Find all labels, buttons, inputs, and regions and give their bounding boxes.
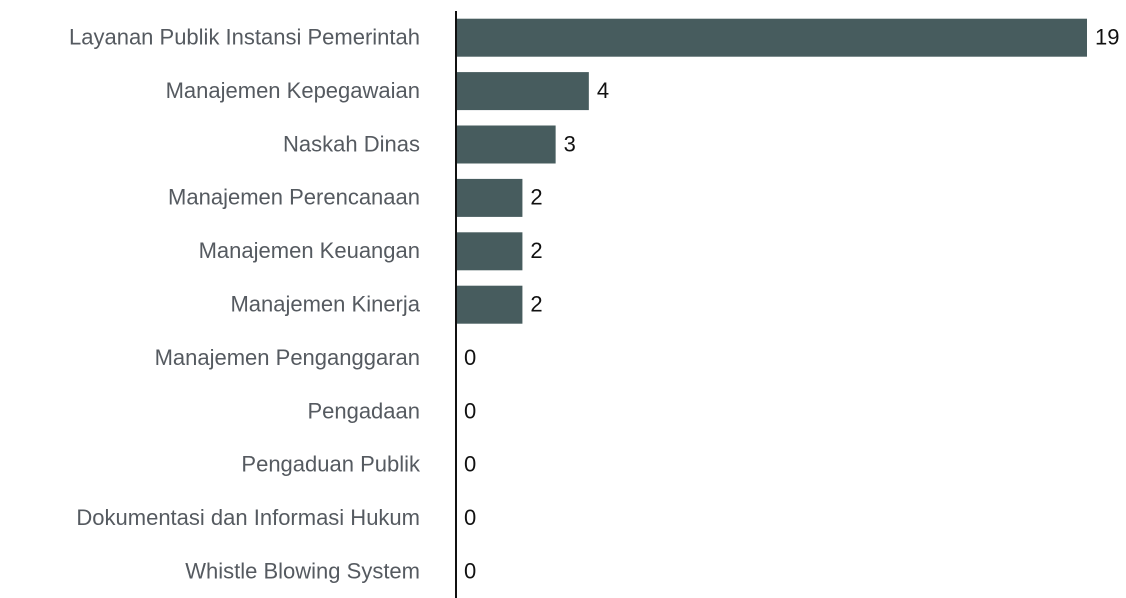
data-label: 0 [464,505,476,530]
bar [456,125,556,164]
data-label: 2 [530,185,542,210]
data-label: 3 [564,131,576,156]
category-label: Naskah Dinas [283,131,420,156]
data-label: 2 [530,238,542,263]
data-label: 0 [464,398,476,423]
bar [456,72,589,111]
category-label: Whistle Blowing System [185,559,420,584]
category-label: Manajemen Keuangan [199,238,420,263]
category-label: Layanan Publik Instansi Pemerintah [69,25,420,50]
bar [456,285,523,324]
bar [456,178,523,217]
category-label: Manajemen Penganggaran [155,345,420,370]
data-label: 0 [464,345,476,370]
data-label: 19 [1095,25,1119,50]
category-label: Manajemen Kepegawaian [166,78,420,103]
category-label: Dokumentasi dan Informasi Hukum [76,505,420,530]
data-label: 0 [464,559,476,584]
category-label: Pengadaan [307,398,420,423]
category-label: Manajemen Kinerja [230,292,420,317]
bar [456,18,1087,57]
category-label: Manajemen Perencanaan [168,185,420,210]
category-label: Pengaduan Publik [241,452,421,477]
data-label: 4 [597,78,609,103]
data-label: 2 [530,292,542,317]
data-label: 0 [464,452,476,477]
bar [456,232,523,271]
